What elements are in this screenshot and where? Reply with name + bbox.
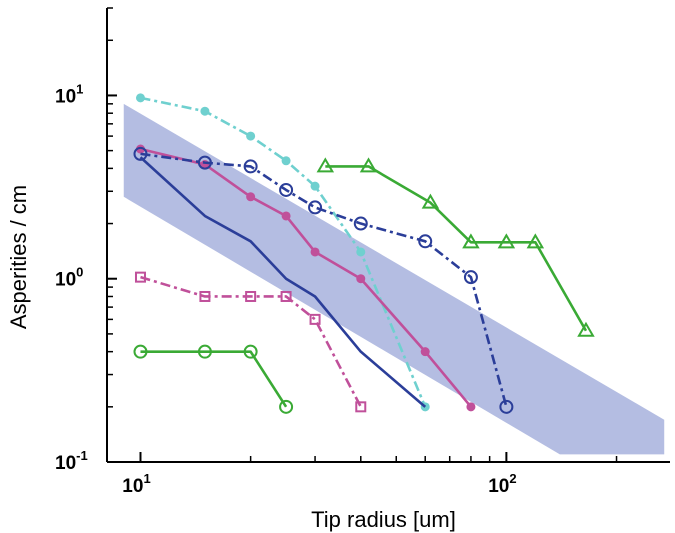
- data-point: [279, 182, 294, 197]
- data-point: [466, 402, 476, 412]
- series-line: [140, 275, 362, 408]
- data-point: [420, 347, 430, 357]
- series-layer: [133, 93, 595, 414]
- axes: [106, 8, 670, 463]
- series-4: [133, 146, 514, 414]
- series-5: [316, 157, 595, 337]
- data-point: [243, 344, 258, 359]
- data-point: [246, 131, 256, 141]
- series-line: [325, 165, 588, 332]
- data-point: [497, 233, 516, 249]
- data-point: [356, 247, 366, 257]
- data-point: [310, 181, 320, 191]
- data-point: [577, 321, 595, 337]
- data-point: [281, 211, 291, 221]
- data-point: [135, 93, 145, 103]
- y-tick-label: 100: [55, 265, 83, 291]
- data-point: [281, 156, 291, 166]
- series-line: [140, 147, 472, 408]
- series-2: [135, 144, 476, 412]
- y-tick-label: 101: [55, 81, 83, 107]
- series-line: [140, 152, 508, 408]
- data-point: [197, 155, 212, 170]
- data-point: [308, 200, 323, 215]
- data-point: [279, 399, 294, 414]
- data-point: [243, 159, 258, 174]
- data-point: [199, 290, 211, 302]
- x-tick-label: 101: [122, 471, 150, 497]
- uncertainty-band: [123, 103, 665, 455]
- data-point: [359, 157, 378, 173]
- data-point: [356, 274, 366, 284]
- series-1: [135, 93, 430, 412]
- data-point: [197, 344, 212, 359]
- data-point: [280, 290, 292, 302]
- x-tick-label: 102: [488, 471, 516, 497]
- data-point: [499, 399, 514, 414]
- series-7: [133, 344, 294, 414]
- data-point: [133, 146, 148, 161]
- data-point: [200, 106, 210, 116]
- x-axis-title: Tip radius [um]: [311, 507, 456, 532]
- y-tick-label: 10-1: [55, 448, 88, 474]
- series-3: [139, 156, 427, 408]
- series-line: [140, 350, 288, 408]
- data-point: [133, 344, 148, 359]
- data-point: [309, 313, 321, 325]
- y-axis-title: Asperities / cm: [6, 185, 31, 329]
- series-6: [134, 271, 367, 413]
- data-point: [246, 192, 256, 202]
- data-point: [526, 233, 545, 249]
- data-point: [418, 234, 433, 249]
- data-point: [421, 193, 440, 209]
- data-point: [463, 270, 478, 285]
- band-layer: [123, 103, 665, 455]
- data-point: [462, 233, 480, 249]
- data-point: [134, 271, 146, 283]
- data-point: [135, 144, 145, 154]
- data-point: [245, 290, 257, 302]
- series-line: [139, 156, 427, 408]
- data-point: [355, 401, 367, 413]
- data-point: [353, 216, 368, 231]
- data-point: [316, 157, 335, 173]
- data-point: [310, 247, 320, 257]
